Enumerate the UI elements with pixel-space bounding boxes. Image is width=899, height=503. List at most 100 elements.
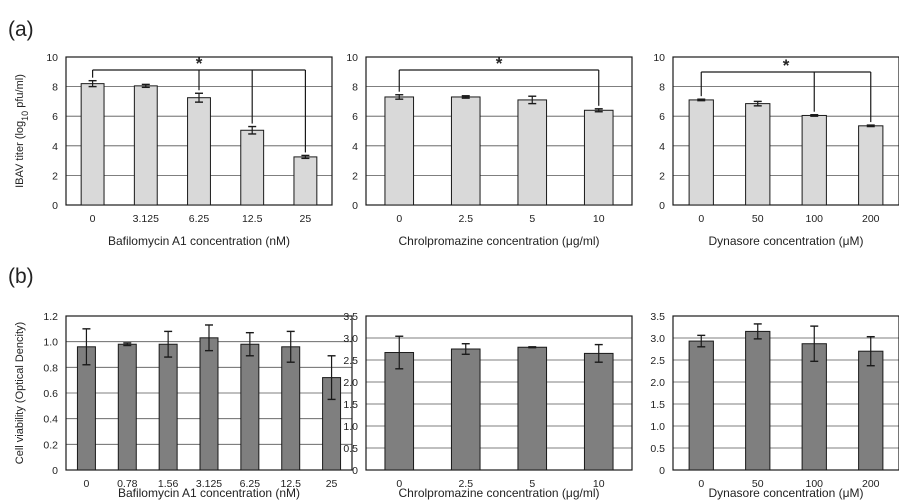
bar: [517, 346, 548, 471]
error-bar: [164, 330, 173, 358]
plot-frame: [672, 315, 899, 471]
plot-frame: [672, 56, 899, 206]
y-axis-label-part: pfu/ml): [14, 74, 26, 111]
error-bar: [82, 328, 91, 366]
x-tick-label: 25: [326, 478, 338, 490]
bar: [688, 99, 714, 206]
x-tick-label: 0: [698, 478, 704, 490]
error-bar: [195, 92, 203, 103]
x-tick-label: 100: [805, 478, 823, 490]
error-bar: [528, 95, 537, 105]
x-tick-label: 0: [84, 478, 90, 490]
error-bar: [594, 108, 603, 113]
y-tick-label: 3.5: [650, 311, 665, 323]
x-axis-label-part: μ: [566, 486, 573, 500]
x-axis-label-part: μ: [566, 234, 573, 248]
bar: [199, 337, 219, 471]
x-axis-label: Dynasore concentration (μM): [709, 234, 864, 248]
y-tick-label: 0.6: [43, 388, 58, 400]
y-tick-label: 4: [52, 141, 58, 153]
x-axis-label-part: M): [850, 234, 864, 248]
y-tick-label: 1.0: [343, 421, 358, 433]
x-tick-label: 5: [529, 478, 535, 490]
bar: [450, 348, 481, 471]
error-bar: [301, 154, 310, 160]
bar: [858, 350, 884, 471]
y-tick-label: 2: [659, 170, 665, 182]
x-tick-label: 25: [300, 213, 312, 225]
chart-6: 00.51.01.52.02.53.03.50 50 100 200Dynasore …: [650, 311, 899, 500]
significance-bracket: *: [398, 54, 600, 106]
chart-5: 00.51.01.52.02.53.03.50 2.5 5 10Chrolpromaz…: [343, 311, 633, 500]
bar: [745, 330, 771, 471]
bar: [745, 103, 771, 206]
error-bar: [286, 330, 295, 363]
y-tick-label: 3.0: [650, 333, 665, 345]
y-tick-label: 1.5: [650, 399, 665, 411]
error-bar: [810, 114, 819, 117]
y-tick-label: 10: [346, 52, 358, 64]
y-tick-label: 0: [659, 200, 665, 212]
y-axis-label: IBAV titer (log10 pfu/ml): [14, 74, 30, 188]
y-tick-label: 6: [52, 111, 58, 123]
error-bar: [594, 343, 603, 363]
error-bar: [528, 346, 537, 349]
y-tick-label: 2: [52, 170, 58, 182]
bar: [384, 352, 415, 471]
x-tick-label: 3.125: [133, 213, 159, 225]
y-tick-label: 2.5: [650, 355, 665, 367]
x-tick-label: 0: [396, 478, 402, 490]
y-tick-label: 0.5: [343, 443, 358, 455]
x-axis-label-part: μ: [843, 486, 850, 500]
y-tick-label: 0.5: [650, 443, 665, 455]
x-tick-label: 2.5: [458, 213, 473, 225]
error-bar: [461, 343, 470, 355]
x-tick-label: 0.78: [117, 478, 138, 490]
x-axis-label-part: Dynasore concentration (: [709, 486, 843, 500]
error-bar: [810, 325, 819, 363]
chart-1: 0 2 4 6 8 10 0 3.125 6.25 12.5 25 Bafilomycin A1 co…: [14, 52, 333, 248]
y-tick-label: 2.5: [343, 355, 358, 367]
y-tick-label: 0: [352, 465, 358, 477]
bar: [133, 85, 158, 206]
error-bar: [141, 83, 150, 89]
x-axis-label: Bafilomycin A1 concentration (nM): [118, 486, 300, 500]
plot-frame: [365, 56, 633, 206]
x-axis-label-part: g/ml): [573, 486, 600, 500]
y-tick-label: 2: [352, 170, 358, 182]
bar: [688, 340, 714, 471]
y-tick-label: 3.0: [343, 333, 358, 345]
error-bar: [753, 100, 762, 107]
x-tick-label: 6.25: [240, 478, 261, 490]
x-axis-label: Dynasore concentration (μM): [709, 486, 864, 500]
x-tick-label: 0: [698, 213, 704, 225]
y-tick-label: 0: [52, 200, 58, 212]
error-bar: [205, 324, 213, 352]
panel-label-a: (a): [8, 18, 34, 41]
y-tick-label: 0.4: [43, 414, 58, 426]
y-tick-label: 6: [352, 111, 358, 123]
y-tick-label: 4: [659, 141, 665, 153]
x-tick-label: 50: [752, 478, 764, 490]
y-tick-label: 0.8: [43, 362, 58, 374]
y-tick-label: 10: [46, 52, 58, 64]
x-tick-label: 1.56: [158, 478, 179, 490]
error-bar: [395, 335, 404, 370]
x-axis-label: Chrolpromazine concentration (μg/ml): [398, 234, 599, 248]
bar: [117, 343, 137, 471]
bar: [450, 96, 481, 206]
y-tick-label: 10: [653, 52, 665, 64]
x-tick-label: 12.5: [242, 213, 263, 225]
error-bar: [88, 79, 97, 88]
y-axis-label: Cell viability (Optical Dencity): [14, 322, 26, 464]
y-tick-label: 2.0: [343, 377, 358, 389]
bar: [293, 156, 318, 206]
significance-bracket: *: [700, 56, 872, 123]
x-tick-label: 50: [752, 213, 764, 225]
chart-4: 0 0.2 0.4 0.6 0.8 1.0 1.2 0 0.78 1.56 3.125 6.25 12.…: [14, 311, 353, 500]
y-tick-label: 8: [659, 82, 665, 94]
x-axis-label-part: Dynasore concentration (: [709, 234, 843, 248]
x-tick-label: 2.5: [458, 478, 473, 490]
